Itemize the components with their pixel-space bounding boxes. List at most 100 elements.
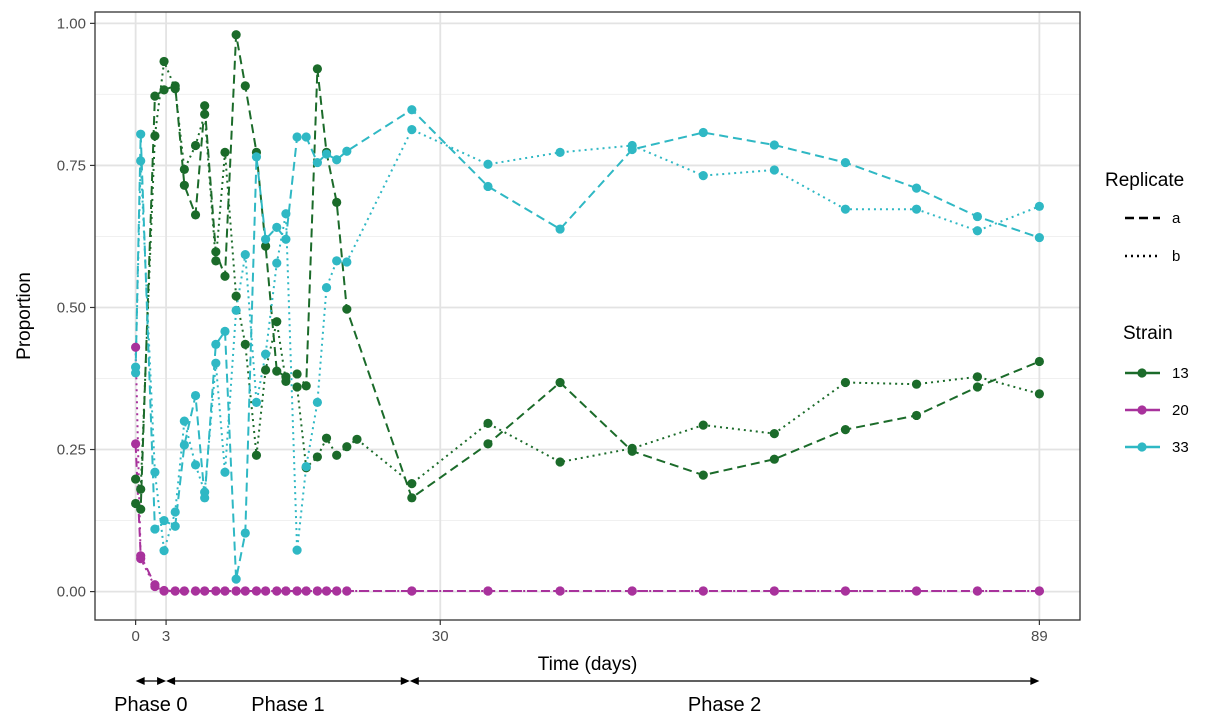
data-point-13-b: [342, 442, 352, 452]
data-point-13-b: [272, 317, 282, 327]
data-point-33-b: [231, 305, 241, 315]
data-point-20-b: [312, 586, 322, 596]
data-point-20-b: [301, 586, 311, 596]
data-point-13-b: [159, 56, 169, 67]
phase-annotations: Phase 0 Phase 1 Phase 2: [114, 677, 1040, 715]
data-point-20-b: [190, 586, 201, 596]
legend-label-strain: 20: [1172, 402, 1189, 419]
data-point-13-a: [200, 101, 210, 111]
phase-arrowhead: [157, 677, 167, 685]
data-point-33-b: [251, 397, 262, 407]
series-layer: [131, 30, 1044, 596]
phase-label: Phase 1: [251, 694, 324, 715]
data-point-20-b: [251, 586, 262, 596]
data-point-13-b: [972, 372, 983, 382]
axes-layer: 0.00 0.25 0.50 0.75 1.00 0 3 30 89: [57, 15, 1048, 645]
data-point-13-a: [211, 247, 221, 257]
y-tick-label: 1.00: [57, 15, 86, 32]
data-point-33-b: [240, 250, 250, 260]
data-point-33-a: [312, 157, 322, 168]
data-point-20-b: [179, 586, 189, 596]
data-point-33-a: [698, 127, 708, 138]
data-point-13-b: [483, 418, 493, 428]
phase-arrowhead: [409, 677, 419, 685]
data-point-33-a: [972, 211, 983, 222]
data-point-20-b: [698, 586, 708, 596]
data-point-33-a: [260, 234, 271, 244]
series-line-13-a: [134, 34, 1040, 512]
x-tick-label: 3: [162, 628, 170, 645]
data-point-13-b: [281, 376, 291, 386]
y-tick-label: 0.75: [57, 157, 86, 174]
data-point-13-b: [231, 291, 241, 301]
data-point-13-a: [272, 366, 282, 376]
data-point-13-b: [240, 339, 250, 350]
data-point-33-a: [159, 515, 169, 526]
data-point-13-b: [1034, 389, 1044, 399]
data-point-13-a: [150, 91, 160, 101]
data-point-13-a: [179, 180, 189, 190]
data-point-20-b: [231, 586, 241, 596]
legend-strain-title: Strain: [1123, 323, 1173, 344]
data-point-20-b: [840, 586, 851, 596]
series-line-13-b: [134, 57, 1040, 490]
data-point-13-b: [260, 365, 271, 375]
data-point-33-a: [281, 234, 291, 244]
data-point-20-b: [911, 586, 922, 596]
plot-border: [94, 11, 1081, 621]
data-point-13-a: [136, 504, 146, 514]
data-point-13-b: [131, 474, 141, 484]
data-point-33-a: [840, 157, 851, 168]
data-point-20-b: [332, 586, 342, 596]
data-point-13-a: [312, 64, 322, 74]
data-point-13-a: [1034, 356, 1044, 367]
data-point-33-b: [840, 204, 851, 214]
data-point-13-a: [483, 439, 493, 449]
data-point-33-b: [170, 507, 180, 517]
data-point-13-a: [769, 454, 779, 464]
y-axis-title: Proportion: [14, 272, 35, 360]
data-point-33-a: [251, 152, 262, 162]
data-point-33-a: [292, 132, 302, 142]
phase-arrowhead: [1030, 677, 1040, 685]
data-point-33-b: [555, 147, 565, 157]
data-point-20-b: [211, 586, 221, 596]
data-point-33-a: [179, 440, 189, 450]
legend-key-strain-point-20: [1137, 405, 1147, 415]
data-point-13-b: [769, 429, 779, 439]
data-point-13-a: [240, 81, 250, 91]
data-point-13-b: [627, 443, 637, 453]
data-point-20-a: [131, 439, 141, 449]
data-point-20-b: [159, 586, 169, 596]
data-point-13-b: [251, 450, 262, 460]
legend-replicate-title: Replicate: [1105, 170, 1184, 191]
y-tick-label: 0.50: [57, 299, 86, 316]
data-point-33-b: [321, 282, 332, 293]
data-point-33-a: [911, 183, 922, 193]
data-point-20-b: [407, 586, 417, 596]
data-point-33-b: [200, 487, 210, 497]
data-point-20-b: [281, 586, 291, 596]
data-point-20-b: [136, 554, 146, 564]
legend-label-strain: 13: [1172, 365, 1189, 382]
data-point-13-a: [260, 241, 271, 251]
data-point-20-b: [483, 586, 493, 596]
data-point-13-a: [190, 210, 201, 220]
data-point-33-b: [159, 546, 169, 556]
data-point-33-a: [211, 339, 221, 350]
x-axis-title: Time (days): [538, 654, 638, 675]
data-point-33-a: [136, 129, 146, 139]
series-line-33-a: [134, 108, 1040, 580]
data-point-33-b: [769, 165, 779, 175]
data-point-33-a: [332, 155, 342, 165]
data-point-20-b: [321, 586, 332, 596]
data-point-33-a: [321, 149, 332, 159]
data-point-13-b: [150, 131, 160, 141]
series-line-20-a: [134, 443, 1040, 592]
data-point-13-b: [911, 379, 922, 389]
data-point-13-a: [911, 410, 922, 421]
data-point-20-b: [272, 586, 282, 596]
data-point-20-b: [131, 342, 141, 352]
data-point-20-b: [555, 586, 565, 596]
data-point-33-a: [1034, 232, 1044, 243]
